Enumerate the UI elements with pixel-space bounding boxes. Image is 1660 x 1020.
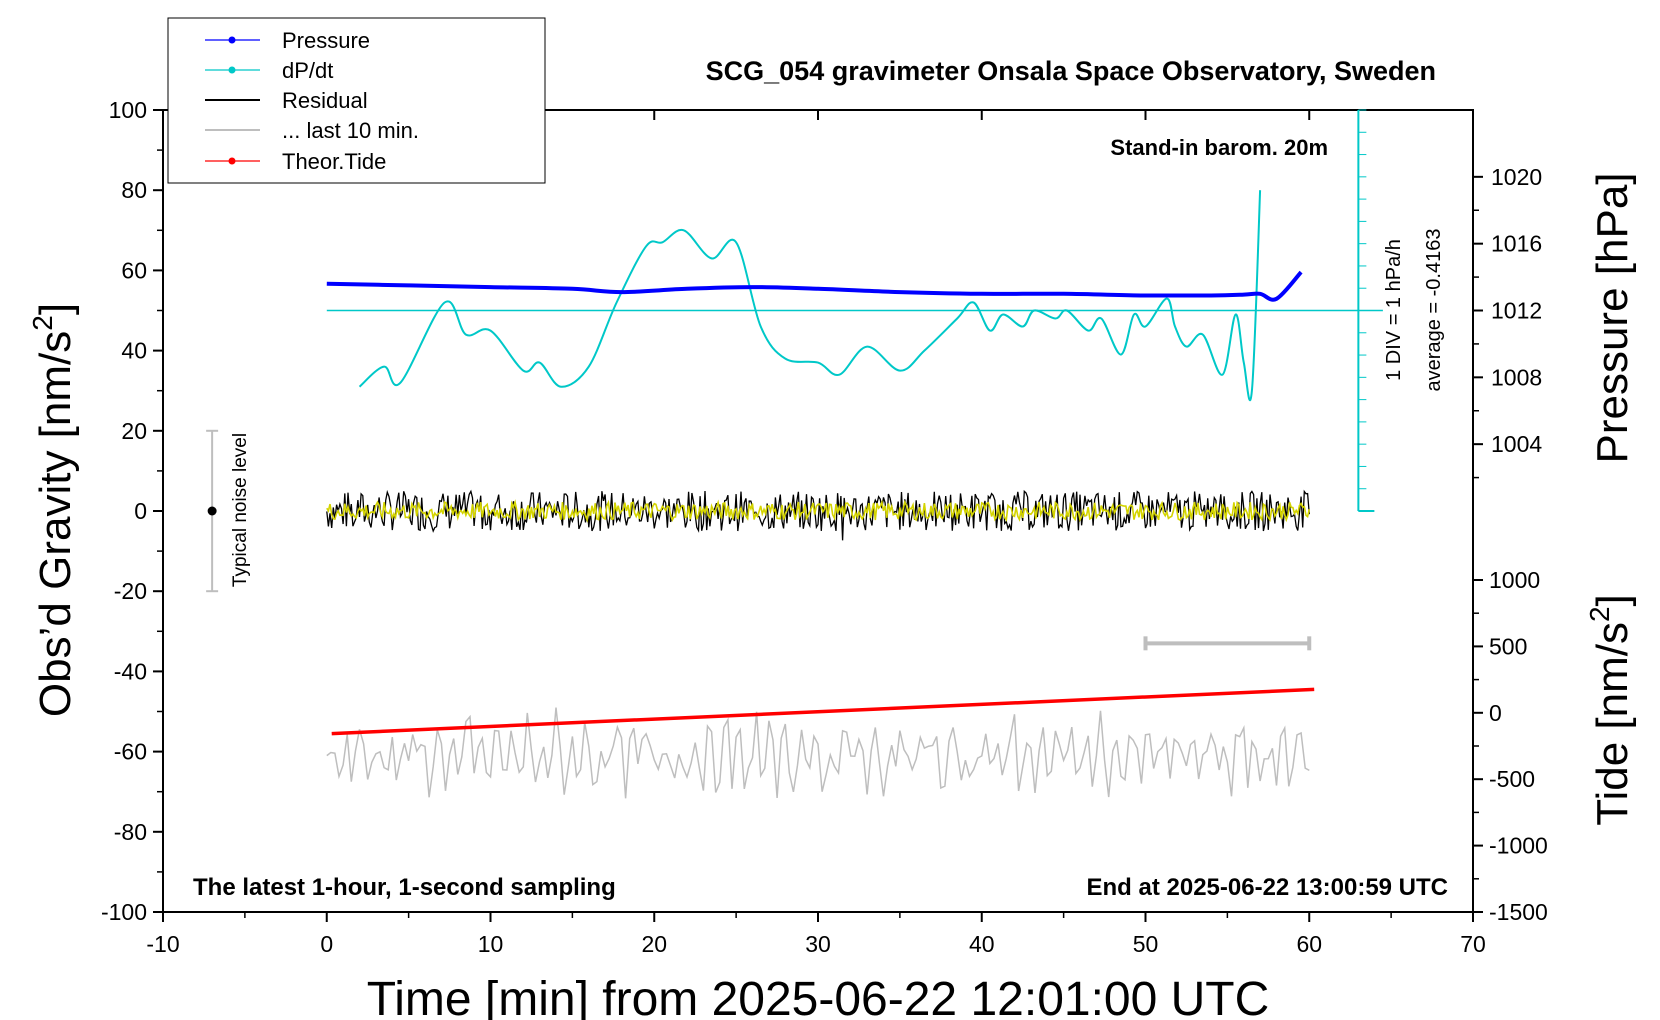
y-tick-label: -60 <box>114 739 147 765</box>
tide-tick-label: -1500 <box>1489 899 1548 925</box>
noise-level-label: Typical noise level <box>230 433 251 587</box>
y-tick-label: -80 <box>114 819 147 845</box>
last-10-min-series-line <box>326 707 1310 799</box>
noise-bar-center <box>207 506 217 516</box>
pressure-tick-label: 1020 <box>1491 164 1542 190</box>
pressure-series-line <box>326 270 1303 302</box>
pressure-tick-label: 1004 <box>1491 431 1542 457</box>
tide-tick-label: 0 <box>1489 700 1502 726</box>
x-axis-title: Time [min] from 2025-06-22 12:01:00 UTC <box>367 973 1270 1020</box>
legend-label-dpdt: dP/dt <box>282 58 333 83</box>
pressure-tick-label: 1012 <box>1491 298 1542 324</box>
y-tick-label: 20 <box>121 418 147 444</box>
residual-series-line <box>326 489 1310 541</box>
y-tick-label: 100 <box>109 97 147 123</box>
y-tick-label: 80 <box>121 177 147 203</box>
legend-marker-dpdt <box>228 66 236 74</box>
y-axis-title-left: Obs’d Gravity [nm/s2] <box>27 303 80 717</box>
y-tick-label: -100 <box>101 899 147 925</box>
chart-title: SCG_054 gravimeter Onsala Space Observat… <box>706 56 1436 86</box>
legend-label-tide: Theor.Tide <box>282 149 386 174</box>
legend-marker-tide <box>228 157 236 165</box>
y-axis-title-pressure: Pressure [hPa] <box>1588 172 1637 463</box>
x-tick-label: 0 <box>320 931 333 957</box>
tide-tick-label: 1000 <box>1489 567 1540 593</box>
stand-in-label: Stand-in barom. 20m <box>1110 135 1328 160</box>
residual-filtered-line <box>326 499 1311 523</box>
legend: Pressure dP/dt Residual ... last 10 min.… <box>167 17 546 184</box>
y-axis-title-tide-sup: 2 <box>1584 606 1615 622</box>
end-time-note: End at 2025-06-22 13:00:59 UTC <box>1087 874 1449 901</box>
x-tick-label: -10 <box>146 931 179 957</box>
pressure-tick-label: 1016 <box>1491 231 1542 257</box>
y-tick-label: 40 <box>121 338 147 364</box>
y-tick-label: -40 <box>114 658 147 684</box>
dpdt-average-label: average = -0.4163 <box>1423 229 1445 392</box>
pressure-tick-label: 1008 <box>1491 364 1542 390</box>
legend-label-residual: Residual <box>282 88 368 113</box>
tide-tick-label: 500 <box>1489 633 1527 659</box>
tide-tick-label: -500 <box>1489 766 1535 792</box>
y-axis-title-tide: Tide [nm/s2] <box>1584 594 1637 826</box>
axis-ticks: -10 0 10 20 30 40 50 60 70100806040200-20-40-60-… <box>101 97 1548 957</box>
y-axis-title-tide-main: Tide [nm/s <box>1588 622 1637 826</box>
tide-tick-label: -1000 <box>1489 833 1548 859</box>
x-tick-label: 50 <box>1133 931 1159 957</box>
legend-label-last10: ... last 10 min. <box>282 118 419 143</box>
sampling-note: The latest 1-hour, 1-second sampling <box>193 874 616 901</box>
x-tick-label: 40 <box>969 931 995 957</box>
legend-marker-pressure <box>228 36 236 44</box>
x-tick-label: 60 <box>1296 931 1322 957</box>
x-tick-label: 30 <box>805 931 831 957</box>
y-axis-title-tide-end: ] <box>1588 594 1637 606</box>
legend-label-pressure: Pressure <box>282 28 370 53</box>
x-tick-label: 10 <box>478 931 504 957</box>
x-tick-label: 70 <box>1460 931 1486 957</box>
y-axis-title-left-end: ] <box>31 303 80 315</box>
y-tick-label: 0 <box>134 498 147 524</box>
y-axis-title-left-sup: 2 <box>27 315 58 331</box>
dpdt-series-line <box>358 190 1262 402</box>
x-tick-label: 20 <box>641 931 667 957</box>
series-layer <box>206 190 1383 799</box>
y-tick-label: -20 <box>114 578 147 604</box>
dpdt-scale <box>1357 109 1375 512</box>
y-axis-title-left-main: Obs’d Gravity [nm/s <box>31 331 80 717</box>
theor-tide-series-line <box>331 687 1315 736</box>
dpdt-div-label: 1 DIV = 1 hPa/h <box>1383 239 1405 381</box>
y-tick-label: 60 <box>121 257 147 283</box>
